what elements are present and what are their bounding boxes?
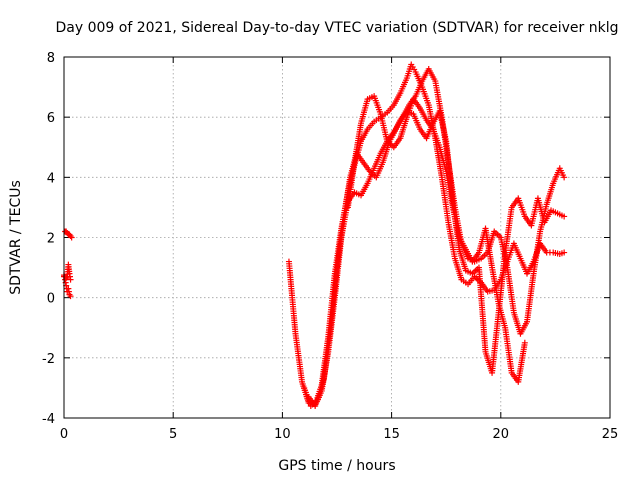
y-tick-label: -4 [42,412,55,427]
x-axis-label: GPS time / hours [278,458,395,474]
y-axis-label: SDTVAR / TECUs [8,180,24,295]
series-early-cluster-c [61,261,74,283]
grid [64,57,610,418]
data-point [521,339,528,346]
plot-frame [63,56,611,419]
data-point [561,249,568,256]
x-tick-label: 5 [169,427,177,442]
chart-title: Day 009 of 2021, Sidereal Day-to-day VTE… [56,20,619,36]
x-tick-label: 10 [274,427,291,442]
series-early-cluster-b [62,228,75,241]
y-tick-label: 6 [47,111,55,126]
data-point [67,276,74,283]
y-tick-label: 0 [47,292,55,307]
x-tick-label: 25 [602,427,619,442]
series-trace-3 [305,108,568,409]
data-point [68,234,75,241]
x-tick-label: 20 [493,427,510,442]
y-tick-label: 4 [47,171,55,186]
axis-ticks: 0 5 10 15 20 25 -4 -2 0 2 4 6 8 [42,51,618,442]
series-trace-4 [344,93,528,385]
y-tick-label: 8 [47,51,55,66]
x-tick-label: 0 [60,427,68,442]
x-tick-label: 15 [383,427,400,442]
y-tick-label: -2 [42,352,55,367]
y-tick-label: 2 [47,232,55,247]
data-point [67,293,74,300]
data-point [561,174,568,181]
data-point [561,213,568,220]
data-points [61,61,568,409]
